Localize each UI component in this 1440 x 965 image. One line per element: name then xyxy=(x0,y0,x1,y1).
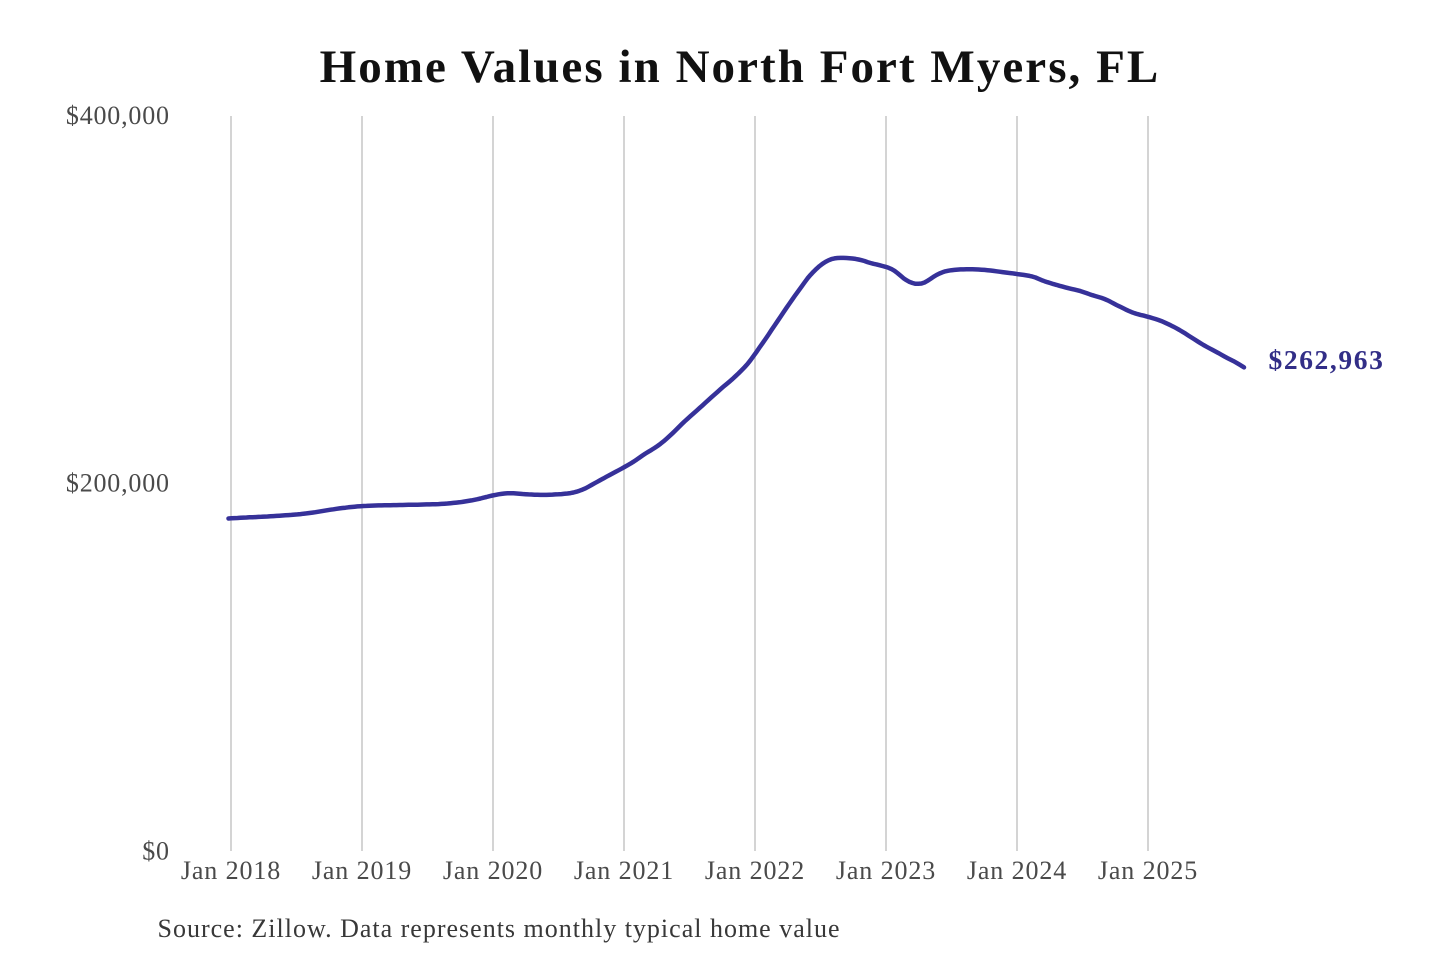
svg-text:Source: Zillow. Data represent: Source: Zillow. Data represents monthly … xyxy=(158,914,841,943)
svg-text:Jan 2021: Jan 2021 xyxy=(574,856,674,885)
svg-text:Jan 2018: Jan 2018 xyxy=(181,856,281,885)
svg-text:Jan 2023: Jan 2023 xyxy=(836,856,936,885)
svg-text:$262,963: $262,963 xyxy=(1269,344,1385,375)
svg-text:Jan 2020: Jan 2020 xyxy=(443,856,543,885)
svg-text:$200,000: $200,000 xyxy=(66,469,170,498)
svg-text:$400,000: $400,000 xyxy=(66,101,170,130)
svg-text:Home Values in North Fort Myer: Home Values in North Fort Myers, FL xyxy=(320,41,1161,93)
svg-text:Jan 2019: Jan 2019 xyxy=(312,856,412,885)
svg-text:Jan 2025: Jan 2025 xyxy=(1098,856,1198,885)
svg-text:Jan 2022: Jan 2022 xyxy=(705,856,805,885)
svg-text:$0: $0 xyxy=(142,837,170,866)
svg-text:Jan 2024: Jan 2024 xyxy=(967,856,1067,885)
